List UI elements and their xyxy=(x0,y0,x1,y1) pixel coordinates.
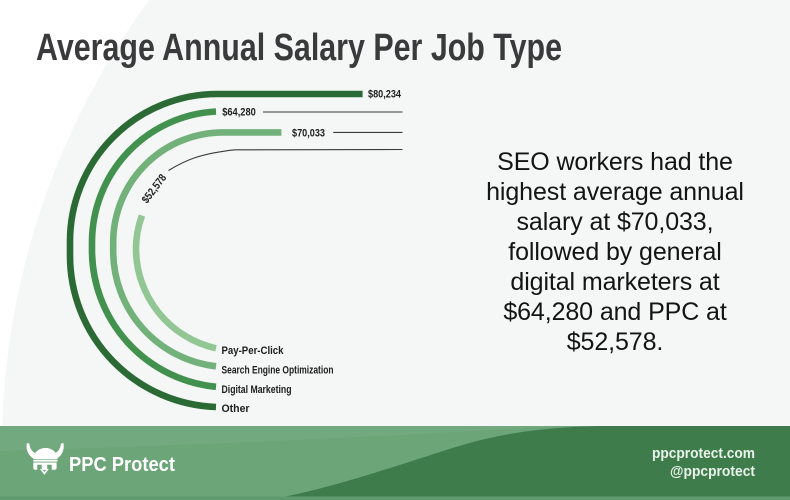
svg-text:Digital Marketing: Digital Marketing xyxy=(222,384,292,396)
svg-text:Search Engine Optimization: Search Engine Optimization xyxy=(222,364,334,376)
svg-text:PPC Protect: PPC Protect xyxy=(69,454,175,476)
svg-text:ppcprotect.com: ppcprotect.com xyxy=(652,445,755,462)
svg-text:@ppcprotect: @ppcprotect xyxy=(670,463,755,480)
svg-text:$64,280: $64,280 xyxy=(222,107,256,119)
svg-text:$70,033: $70,033 xyxy=(292,127,325,139)
svg-text:Pay-Per-Click: Pay-Per-Click xyxy=(222,345,285,357)
svg-text:$80,234: $80,234 xyxy=(368,89,402,101)
svg-text:Other: Other xyxy=(222,403,251,415)
